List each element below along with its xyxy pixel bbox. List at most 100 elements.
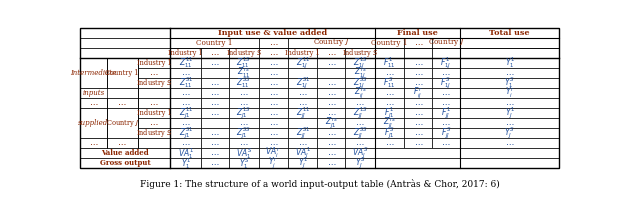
- Text: $Z_{11}^{11}$: $Z_{11}^{11}$: [178, 55, 193, 70]
- Bar: [170, 88, 201, 98]
- Text: $\cdots$: $\cdots$: [268, 119, 278, 127]
- Bar: [80, 108, 106, 138]
- Bar: [288, 98, 318, 108]
- Bar: [137, 128, 170, 138]
- Text: $\cdots$: $\cdots$: [181, 69, 190, 77]
- Bar: [229, 148, 258, 158]
- Bar: [375, 108, 404, 118]
- Text: $\cdots$: $\cdots$: [355, 139, 365, 147]
- Bar: [318, 98, 345, 108]
- Bar: [229, 138, 258, 148]
- Text: Final use: Final use: [397, 29, 438, 37]
- Text: $\cdots$: $\cdots$: [442, 89, 451, 97]
- Bar: [137, 118, 170, 128]
- Bar: [80, 88, 106, 98]
- Text: $\cdots$: $\cdots$: [149, 119, 159, 127]
- Bar: [80, 98, 106, 108]
- Bar: [318, 108, 345, 118]
- Text: $\cdots$: $\cdots$: [268, 79, 278, 87]
- Text: Industry $S$: Industry $S$: [135, 127, 172, 139]
- Text: $\cdots$: $\cdots$: [505, 139, 514, 147]
- Text: $\cdots$: $\cdots$: [181, 99, 190, 107]
- Bar: [137, 98, 170, 108]
- Bar: [229, 118, 258, 128]
- Text: $\cdots$: $\cdots$: [385, 139, 394, 147]
- Text: Country 1: Country 1: [371, 39, 408, 47]
- Text: $\cdots$: $\cdots$: [505, 69, 514, 77]
- Text: $Z_{11}^{SS}$: $Z_{11}^{SS}$: [236, 75, 251, 90]
- Bar: [201, 108, 229, 118]
- Bar: [288, 88, 318, 98]
- Bar: [80, 158, 170, 168]
- Bar: [288, 108, 318, 118]
- Bar: [375, 68, 404, 78]
- Text: Intermediate: Intermediate: [71, 69, 117, 77]
- Text: $Z_{1J}^{S1}$: $Z_{1J}^{S1}$: [295, 75, 310, 91]
- Text: $\cdots$: $\cdots$: [327, 79, 336, 87]
- Text: $\cdots$: $\cdots$: [327, 49, 336, 57]
- Text: $\cdots$: $\cdots$: [327, 139, 336, 147]
- Bar: [80, 58, 106, 68]
- Bar: [170, 48, 201, 58]
- Text: $\cdots$: $\cdots$: [413, 69, 423, 77]
- Bar: [258, 128, 288, 138]
- Text: supplied: supplied: [78, 119, 108, 127]
- Bar: [288, 38, 375, 48]
- Bar: [404, 108, 432, 118]
- Bar: [229, 98, 258, 108]
- Bar: [318, 138, 345, 148]
- Bar: [258, 158, 288, 168]
- Text: $Y_1^{S}$: $Y_1^{S}$: [239, 156, 249, 170]
- Bar: [106, 138, 137, 148]
- Text: $\cdots$: $\cdots$: [149, 69, 159, 77]
- Text: $\cdots$: $\cdots$: [268, 129, 278, 137]
- Bar: [432, 38, 460, 48]
- Text: $\cdots$: $\cdots$: [268, 89, 278, 97]
- Text: $\cdots$: $\cdots$: [327, 59, 336, 67]
- Bar: [170, 148, 201, 158]
- Bar: [288, 118, 318, 128]
- Bar: [170, 108, 201, 118]
- Text: $\cdots$: $\cdots$: [327, 99, 336, 107]
- Text: $\cdots$: $\cdots$: [181, 89, 190, 97]
- Bar: [80, 68, 106, 78]
- Bar: [258, 138, 288, 148]
- Bar: [318, 148, 345, 158]
- Bar: [201, 78, 229, 88]
- Text: $VA_1^{S}$: $VA_1^{S}$: [236, 146, 252, 161]
- Bar: [201, 68, 229, 78]
- Text: $F_{JJ}^{S}$: $F_{JJ}^{S}$: [441, 125, 451, 141]
- Bar: [80, 128, 106, 138]
- Bar: [460, 58, 559, 68]
- Bar: [80, 48, 170, 58]
- Text: Country 1: Country 1: [196, 39, 232, 47]
- Bar: [80, 148, 106, 158]
- Bar: [288, 58, 318, 68]
- Bar: [80, 148, 170, 158]
- Bar: [345, 108, 375, 118]
- Bar: [201, 48, 229, 58]
- Bar: [106, 148, 137, 158]
- Bar: [106, 98, 137, 108]
- Bar: [345, 78, 375, 88]
- Text: Industry 1: Industry 1: [285, 49, 320, 57]
- Text: $\cdots$: $\cdots$: [385, 69, 394, 77]
- Bar: [80, 118, 106, 128]
- Bar: [106, 88, 137, 98]
- Text: $\cdots$: $\cdots$: [268, 39, 278, 47]
- Bar: [106, 68, 137, 78]
- Bar: [229, 68, 258, 78]
- Bar: [201, 158, 229, 168]
- Text: $Z_{JJ}^{1S}$: $Z_{JJ}^{1S}$: [353, 105, 367, 121]
- Bar: [80, 108, 106, 118]
- Text: $Z_{JJ}^{11}$: $Z_{JJ}^{11}$: [295, 105, 310, 121]
- Text: $\cdots$: $\cdots$: [327, 129, 336, 137]
- Bar: [375, 88, 404, 98]
- Bar: [229, 88, 258, 98]
- Text: $\cdots$: $\cdots$: [413, 59, 423, 67]
- Text: $\cdots$: $\cdots$: [117, 99, 127, 107]
- Text: $\cdots$: $\cdots$: [413, 39, 423, 47]
- Text: $Z_{1J}^{1S}$: $Z_{1J}^{1S}$: [353, 55, 367, 71]
- Bar: [460, 98, 559, 108]
- Bar: [345, 138, 375, 148]
